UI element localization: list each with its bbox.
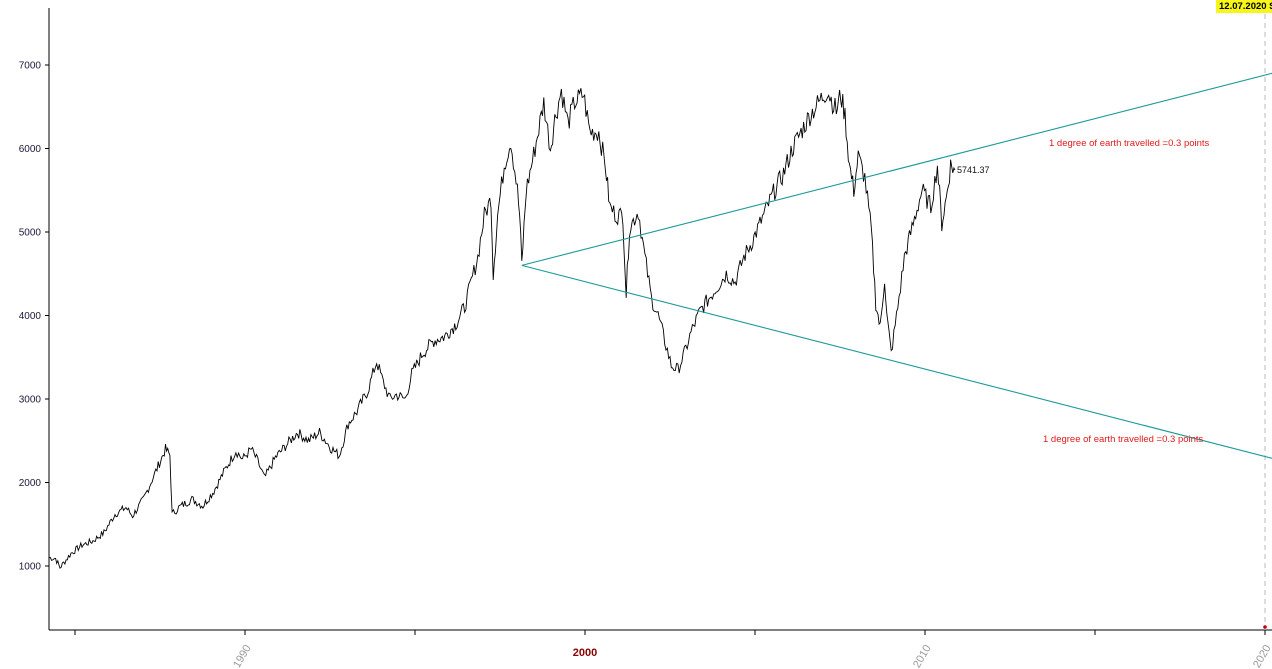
y-tick-label: 5000 [19, 228, 42, 239]
last-value-label: 5741.37 [957, 165, 990, 175]
y-tick-label: 7000 [19, 61, 42, 72]
upper-trendline [521, 72, 1272, 266]
chart-labels: 5741.37 1 degree of earth travelled =0.3 … [957, 138, 1210, 445]
date-badge: 12.07.2020 S [1216, 0, 1272, 13]
x-tick-label: 2000 [573, 647, 597, 659]
annotation-label: 1 degree of earth travelled =0.3 points [1049, 138, 1210, 149]
trendline-layer [521, 72, 1272, 459]
x-tick-label: 1990 [231, 643, 254, 669]
y-tick-label: 2000 [19, 478, 42, 489]
lower-trendline [521, 264, 1272, 459]
y-tick-label: 1000 [19, 562, 42, 573]
x-tick-label: 2010 [911, 643, 934, 669]
series-layer [48, 88, 956, 569]
chart-axes: 1000 2000 3000 4000 5000 6000 7000 1990 2000 2010… [19, 8, 1272, 669]
current-date-marker [1263, 625, 1267, 629]
chart-guides [1263, 14, 1267, 630]
y-tick-label: 3000 [19, 395, 42, 406]
y-tick-label: 6000 [19, 144, 42, 155]
annotation-label: 1 degree of earth travelled =0.3 points [1043, 434, 1204, 445]
y-tick-label: 4000 [19, 311, 42, 322]
price-series-line [48, 88, 956, 569]
x-tick-label: 2020 [1251, 643, 1272, 669]
